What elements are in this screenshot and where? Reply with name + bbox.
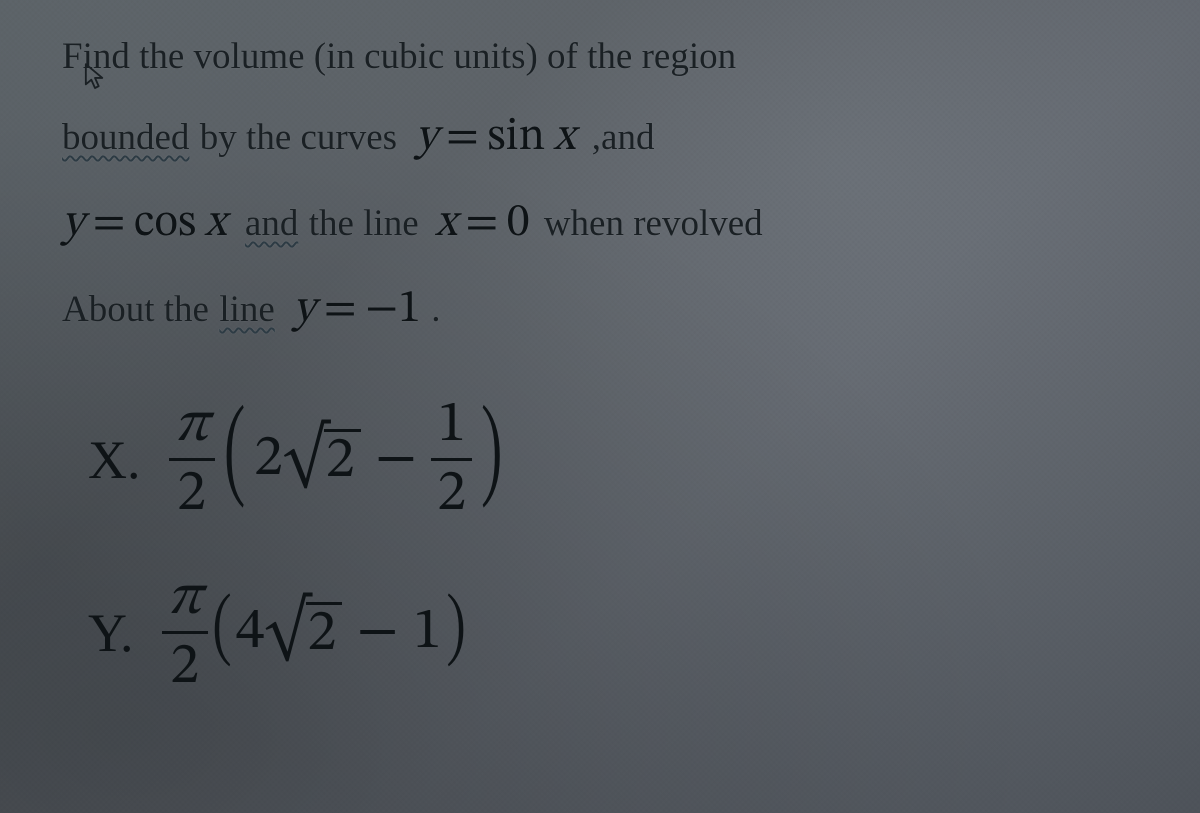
var-y: y xyxy=(62,192,84,254)
option-y-expression: π 2 ( 4 √ 2 − 1 ) xyxy=(162,569,470,696)
text: . xyxy=(431,285,440,335)
var-y: y xyxy=(415,106,437,168)
num-0: 0 xyxy=(507,192,530,254)
sqrt: √ 2 xyxy=(283,429,361,490)
fraction-bar xyxy=(431,458,472,461)
text: About the xyxy=(62,285,209,335)
coef: 4 xyxy=(236,596,265,669)
fraction-pi-over-2: π 2 xyxy=(162,569,208,696)
wavy-text-line: line xyxy=(219,285,274,335)
option-y: Y. π 2 ( 4 √ 2 − 1 ) xyxy=(88,569,1160,696)
surd-symbol: √ xyxy=(283,429,329,487)
coef: 2 xyxy=(254,423,283,496)
equals: = xyxy=(446,106,479,168)
option-x: X. π 2 ( 2 √ 2 − 1 2 ) xyxy=(88,396,1160,523)
text: by the curves xyxy=(200,113,397,163)
fn-sin: sin xyxy=(487,106,545,168)
var-y: y xyxy=(293,278,315,340)
neg-one: −1 xyxy=(365,278,421,340)
denominator: 2 xyxy=(171,465,212,523)
equals: = xyxy=(324,278,357,340)
text: the line xyxy=(309,199,419,249)
fraction-bar xyxy=(162,631,208,634)
problem-line-3: y = cos x and the line x = 0 when revolv… xyxy=(62,192,1160,254)
answer-options: X. π 2 ( 2 √ 2 − 1 2 ) xyxy=(88,396,1160,696)
wavy-text-and: and xyxy=(245,199,298,249)
minus: − xyxy=(375,423,417,496)
equals: = xyxy=(92,192,125,254)
var-x: x xyxy=(435,192,457,254)
option-y-label: Y. xyxy=(88,602,134,664)
pi: π xyxy=(162,569,208,627)
var-x: x xyxy=(204,192,226,254)
fraction-pi-over-2: π 2 xyxy=(169,396,215,523)
denominator: 2 xyxy=(431,465,472,523)
surd-symbol: √ xyxy=(265,602,311,660)
text: when revolved xyxy=(544,199,763,249)
var-x: x xyxy=(553,106,575,168)
problem-content: Find the volume (in cubic units) of the … xyxy=(62,32,1160,742)
math-eq-y-cosx: y = cos x xyxy=(62,192,227,254)
problem-line-1: Find the volume (in cubic units) of the … xyxy=(62,32,1160,82)
fraction-bar xyxy=(169,458,215,461)
option-x-expression: π 2 ( 2 √ 2 − 1 2 ) xyxy=(169,396,512,523)
math-eq-x-0: x = 0 xyxy=(435,192,529,254)
equals: = xyxy=(465,192,498,254)
denominator: 2 xyxy=(164,638,205,696)
math-eq-y-sinx: y = sin x xyxy=(415,106,575,168)
math-eq-y-neg1: y = −1 xyxy=(293,278,421,340)
fn-cos: cos xyxy=(134,192,196,254)
option-x-label: X. xyxy=(88,429,141,491)
tail-1: 1 xyxy=(413,596,442,669)
text: Find the volume (in cubic units) of the … xyxy=(62,32,736,82)
sqrt: √ 2 xyxy=(265,602,343,663)
pi: π xyxy=(169,396,215,454)
problem-line-4: About the line y = −1 . xyxy=(62,278,1160,340)
minus: − xyxy=(357,596,399,669)
numerator: 1 xyxy=(431,396,472,454)
wavy-text-bounded: bounded xyxy=(62,113,189,163)
text: ,and xyxy=(592,113,655,163)
fraction-1-over-2: 1 2 xyxy=(431,396,472,523)
radicand: 2 xyxy=(324,429,361,490)
radicand: 2 xyxy=(306,602,343,663)
problem-line-2: bounded by the curves y = sin x ,and xyxy=(62,106,1160,168)
